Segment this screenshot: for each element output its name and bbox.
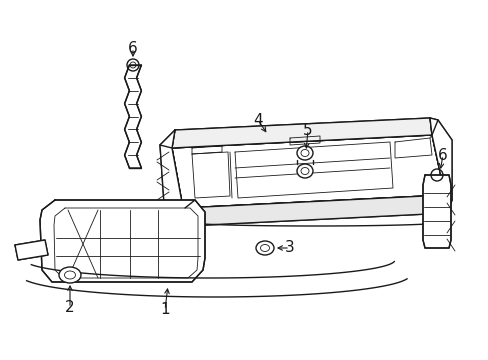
Polygon shape	[183, 195, 447, 226]
Text: 6: 6	[128, 41, 138, 55]
Ellipse shape	[301, 167, 308, 175]
Ellipse shape	[296, 164, 312, 178]
Polygon shape	[124, 65, 141, 168]
Ellipse shape	[256, 241, 273, 255]
Ellipse shape	[59, 267, 81, 283]
Polygon shape	[172, 135, 444, 208]
Ellipse shape	[296, 146, 312, 160]
Polygon shape	[422, 175, 450, 248]
Polygon shape	[172, 118, 431, 148]
Polygon shape	[160, 130, 185, 226]
Text: 4: 4	[253, 112, 262, 127]
Text: 2: 2	[65, 301, 75, 315]
Ellipse shape	[301, 149, 308, 157]
Polygon shape	[40, 200, 204, 282]
Polygon shape	[15, 240, 48, 260]
Text: 5: 5	[303, 122, 312, 138]
Ellipse shape	[260, 244, 269, 252]
Text: 1: 1	[160, 302, 169, 318]
Ellipse shape	[64, 271, 75, 279]
Text: 6: 6	[437, 148, 447, 162]
Text: 3: 3	[285, 240, 294, 256]
Polygon shape	[429, 118, 451, 213]
